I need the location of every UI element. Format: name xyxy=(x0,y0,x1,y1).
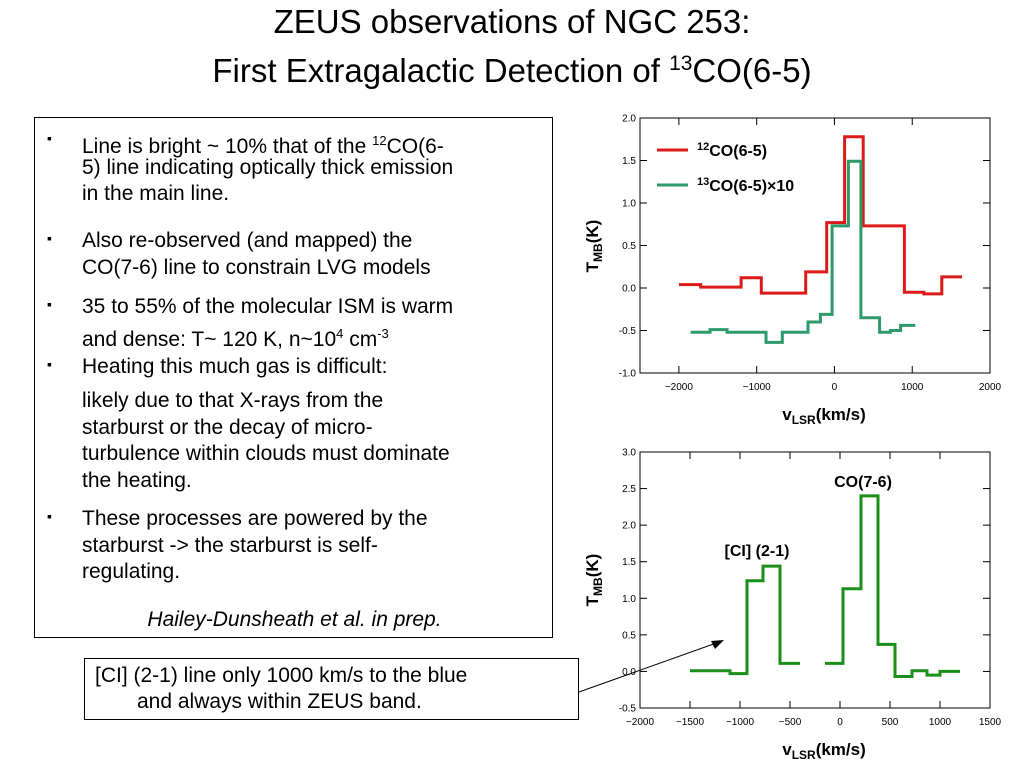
bullet-text-span: and dense: T~ 120 K, n~10 xyxy=(82,327,337,351)
title-line2-prefix: First Extragalactic Detection of xyxy=(212,52,670,89)
bullet-marker: ▪ xyxy=(47,356,52,372)
bullet-marker: ▪ xyxy=(47,230,52,246)
x-tick-label: 2000 xyxy=(979,382,1002,393)
title-superscript: 13 xyxy=(669,52,693,75)
x-tick-label: −1500 xyxy=(676,717,705,728)
bullet-text-line: 5) line indicating optically thick emiss… xyxy=(82,155,542,181)
bullet-text-line: starburst -> the starburst is self- xyxy=(82,533,542,559)
series-annotation: [CI] (2-1) xyxy=(725,543,790,560)
y-tick-label: -0.5 xyxy=(619,326,637,337)
bullet-text-span: regulating. xyxy=(82,560,181,583)
plot-frame xyxy=(639,117,991,374)
bullet-text-line: Line is bright ~ 10% that of the 12CO(6- xyxy=(82,128,542,160)
y-tick-label: 0.5 xyxy=(622,241,636,252)
x-tick-label: −2000 xyxy=(626,717,655,728)
x-axis-label: vLSR(km/s) xyxy=(782,740,866,762)
bullet-text-span: 35 to 55% of the molecular ISM is warm xyxy=(82,295,454,318)
bullet-text-line: Also re-observed (and mapped) the xyxy=(82,228,542,254)
slide-title-line1: ZEUS observations of NGC 253: xyxy=(273,3,751,40)
bullet-text-line: regulating. xyxy=(82,559,542,585)
series-line--ci-2-1- xyxy=(690,564,800,676)
bullet-text-span: CO(6- xyxy=(386,135,444,158)
y-tick-label: 1.0 xyxy=(622,594,636,605)
y-axis-label: TMB(K) xyxy=(583,554,605,607)
y-tick-label: 2.0 xyxy=(622,521,636,532)
callout-line2: and always within ZEUS band. xyxy=(137,690,422,713)
slide-title-line2: First Extragalactic Detection of 13CO(6-… xyxy=(0,44,1024,91)
x-tick-label: 0 xyxy=(837,717,843,728)
bullet-text-span: starburst -> the starburst is self- xyxy=(82,533,378,557)
callout-arrowhead xyxy=(711,640,724,649)
x-tick-label: 1500 xyxy=(979,717,1002,728)
bullet-list-box: Hailey-Dunsheath et al. in prep. ▪ Line i… xyxy=(34,117,553,638)
x-tick-label: 0 xyxy=(832,382,838,393)
series-line-13co-6-5-x10 xyxy=(690,159,916,344)
callout-arrow-line xyxy=(578,640,723,693)
x-tick-label: 500 xyxy=(882,717,899,728)
y-tick-label: -0.5 xyxy=(619,704,637,715)
bullet-text-line: and dense: T~ 120 K, n~104 cm-3 xyxy=(82,321,542,353)
title-line2-suffix: CO(6-5) xyxy=(692,52,812,89)
bullet-superscript: -3 xyxy=(377,325,389,341)
x-tick-label: −1000 xyxy=(726,717,755,728)
x-tick-label: −1000 xyxy=(743,382,772,393)
y-tick-label: 1.5 xyxy=(622,557,636,568)
series-line-co-7-6- xyxy=(825,494,960,678)
bullet-text-span: CO(7-6) line to constrain LVG models xyxy=(82,255,431,279)
bullet-text-span: in the main line. xyxy=(82,182,230,205)
y-tick-label: 1.5 xyxy=(622,156,636,167)
legend-label: 13CO(6-5)×10 xyxy=(697,176,794,195)
bullet-text-span: turbulence within clouds must dominate xyxy=(82,442,450,465)
top-chart: -1.0 -0.5 0.0 0.5 1.0 1.5 2.0 −2000 −1000 0 1000 20… xyxy=(583,114,1002,428)
bullet-text-line: starburst or the decay of micro- xyxy=(82,415,542,441)
bullet-text-span: the heating. xyxy=(82,468,192,492)
bullet-marker: ▪ xyxy=(47,296,52,312)
x-tick-label: −2000 xyxy=(665,382,694,393)
y-tick-label: 1.0 xyxy=(622,199,636,210)
bullet-text-span: Heating this much gas is difficult: xyxy=(82,355,388,378)
callout-line1: [CI] (2-1) line only 1000 km/s to the bl… xyxy=(95,664,468,687)
y-tick-label: -1.0 xyxy=(619,369,637,380)
bullet-text-span: likely due to that X-rays from the xyxy=(82,389,384,412)
bottom-chart: -0.5 0.0 0.5 1.0 1.5 2.0 2.5 3.0 −2000 −1500 −1000… xyxy=(583,448,1002,763)
bullet-text-line: CO(7-6) line to constrain LVG models xyxy=(82,255,542,281)
bullet-text-span: 5) line indicating optically thick emiss… xyxy=(82,155,454,179)
bullet-superscript: 12 xyxy=(372,133,387,148)
bullet-text-span: Also re-observed (and mapped) the xyxy=(82,229,413,252)
bullet-text-span: Line is bright ~ 10% that of the xyxy=(82,135,373,158)
x-axis-label: vLSR(km/s) xyxy=(782,405,866,427)
series-line-12co-6-5- xyxy=(678,135,962,296)
y-tick-label: 0.5 xyxy=(622,630,636,641)
bullet-marker: ▪ xyxy=(47,508,52,524)
citation: Hailey-Dunsheath et al. in prep. xyxy=(147,608,442,631)
y-axis-label: TMB(K) xyxy=(583,220,605,273)
plot-frame xyxy=(639,451,991,709)
x-tick-label: 1000 xyxy=(929,717,952,728)
y-tick-label: 2.5 xyxy=(622,484,636,495)
callout-box: [CI] (2-1) line only 1000 km/s to the bl… xyxy=(84,658,579,720)
bullet-text-span: cm xyxy=(343,327,378,351)
bullet-text-line: These processes are powered by the xyxy=(82,506,542,532)
bullet-text-line: in the main line. xyxy=(82,181,542,207)
bullet-text-line: likely due to that X-rays from the xyxy=(82,388,542,414)
bullet-superscript: 4 xyxy=(336,325,344,341)
y-tick-label: 2.0 xyxy=(622,114,636,125)
y-tick-label: 0.0 xyxy=(622,284,636,295)
bullet-marker: ▪ xyxy=(47,130,52,146)
bullet-text-span: starburst or the decay of micro- xyxy=(82,415,373,439)
bullet-text-line: Heating this much gas is difficult: xyxy=(82,354,542,380)
series-annotation: CO(7-6) xyxy=(834,474,892,491)
bullet-text-span: These processes are powered by the xyxy=(82,507,428,530)
bullet-text-line: turbulence within clouds must dominate xyxy=(82,441,542,467)
y-tick-label: 3.0 xyxy=(622,448,636,459)
y-tick-label: 0.0 xyxy=(622,667,636,678)
x-tick-label: 1000 xyxy=(901,382,924,393)
bullet-text-line: the heating. xyxy=(82,468,542,494)
x-tick-label: −500 xyxy=(779,717,802,728)
legend-label: 12CO(6-5) xyxy=(697,141,767,160)
bullet-text-line: 35 to 55% of the molecular ISM is warm xyxy=(82,294,542,320)
